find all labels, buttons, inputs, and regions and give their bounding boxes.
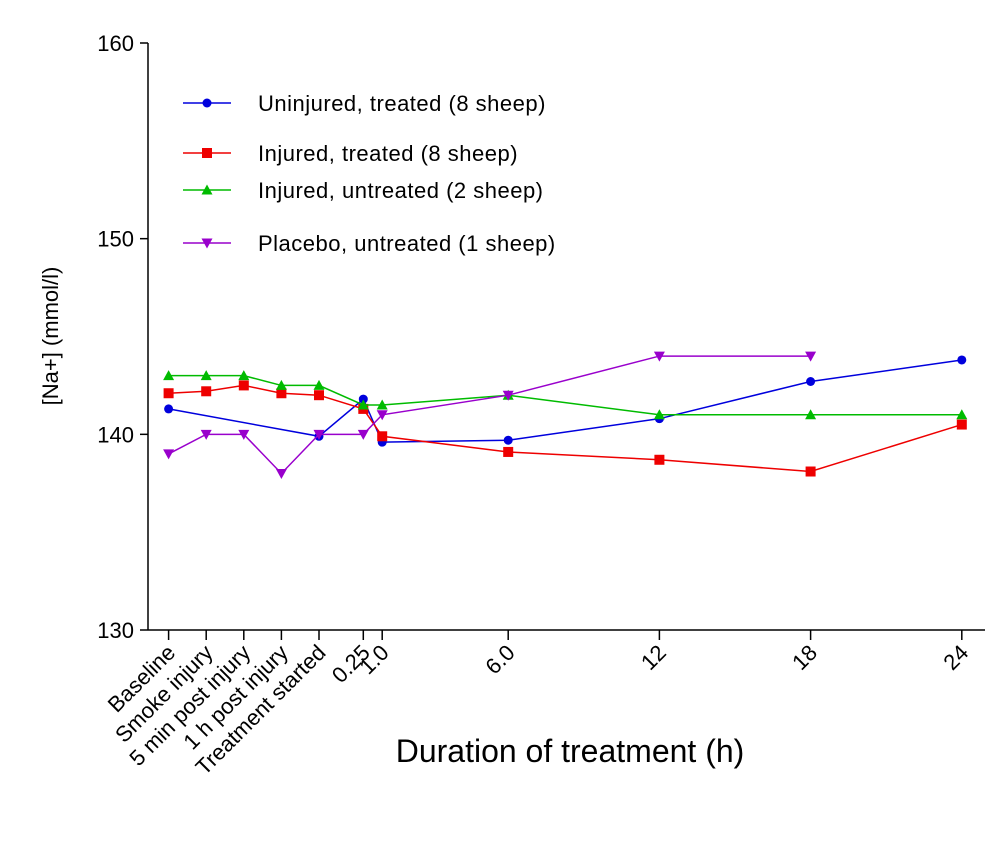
data-point xyxy=(377,431,388,442)
data-point xyxy=(276,388,287,399)
data-point xyxy=(805,351,817,362)
series-line xyxy=(168,384,963,473)
legend-item-2: Injured, treated (8 sheep) xyxy=(183,141,518,166)
legend-item-4: Placebo, untreated (1 sheep) xyxy=(183,231,556,256)
y-tick-label: 140 xyxy=(97,422,134,447)
legend-label: Injured, treated (8 sheep) xyxy=(258,141,518,166)
data-point xyxy=(376,399,388,410)
x-tick-label: 12 xyxy=(636,640,671,675)
data-point xyxy=(200,429,212,440)
data-point xyxy=(163,388,174,399)
data-point xyxy=(313,429,325,440)
series-3 xyxy=(163,370,968,420)
data-point xyxy=(275,379,287,390)
data-point xyxy=(653,351,665,362)
series-4 xyxy=(163,351,817,479)
data-point xyxy=(313,379,325,390)
data-point xyxy=(238,380,249,391)
data-point xyxy=(357,399,369,410)
legend-item-3: Injured, untreated (2 sheep) xyxy=(183,178,544,203)
data-point xyxy=(163,449,175,460)
x-tick-label: 24 xyxy=(938,640,973,675)
data-point xyxy=(503,435,513,445)
data-point xyxy=(376,410,388,421)
data-point xyxy=(653,409,665,420)
data-point xyxy=(238,429,250,440)
data-point xyxy=(164,404,174,414)
y-axis-title: [Na+] (mmol/l) xyxy=(38,267,63,406)
legend: Uninjured, treated (8 sheep) Injured, tre… xyxy=(183,91,556,256)
data-point xyxy=(957,355,967,365)
data-point xyxy=(358,394,368,404)
series-line xyxy=(168,355,811,475)
series-line xyxy=(168,374,962,416)
y-tick-label: 150 xyxy=(97,227,134,252)
data-point xyxy=(314,390,324,401)
data-point xyxy=(805,409,817,420)
data-point xyxy=(956,409,968,420)
data-point xyxy=(200,370,212,381)
data-point xyxy=(503,446,514,457)
data-point xyxy=(806,377,816,387)
data-point xyxy=(275,468,287,479)
data-point xyxy=(956,419,967,430)
legend-marker xyxy=(202,148,212,158)
y-tick-label: 130 xyxy=(97,618,134,643)
data-point xyxy=(357,429,369,440)
legend-item-1: Uninjured, treated (8 sheep) xyxy=(183,91,546,116)
data-point xyxy=(238,370,250,381)
data-point xyxy=(805,466,816,477)
y-tick-label: 160 xyxy=(97,31,134,56)
x-axis-title: Duration of treatment (h) xyxy=(396,733,745,769)
legend-label: Placebo, untreated (1 sheep) xyxy=(258,231,556,256)
series-layer xyxy=(163,351,968,479)
series-2 xyxy=(163,380,967,477)
x-tick-label: 6.0 xyxy=(480,640,519,679)
series-line xyxy=(168,359,962,443)
data-point xyxy=(654,454,665,465)
data-point xyxy=(201,386,212,397)
legend-marker xyxy=(201,238,213,249)
legend-marker xyxy=(201,184,213,195)
data-point xyxy=(163,370,175,381)
legend-marker xyxy=(202,98,212,108)
series-1 xyxy=(164,355,967,447)
data-point xyxy=(502,390,514,401)
legend-label: Injured, untreated (2 sheep) xyxy=(258,178,544,203)
x-tick-label: 18 xyxy=(787,640,822,675)
legend-label: Uninjured, treated (8 sheep) xyxy=(258,91,546,116)
